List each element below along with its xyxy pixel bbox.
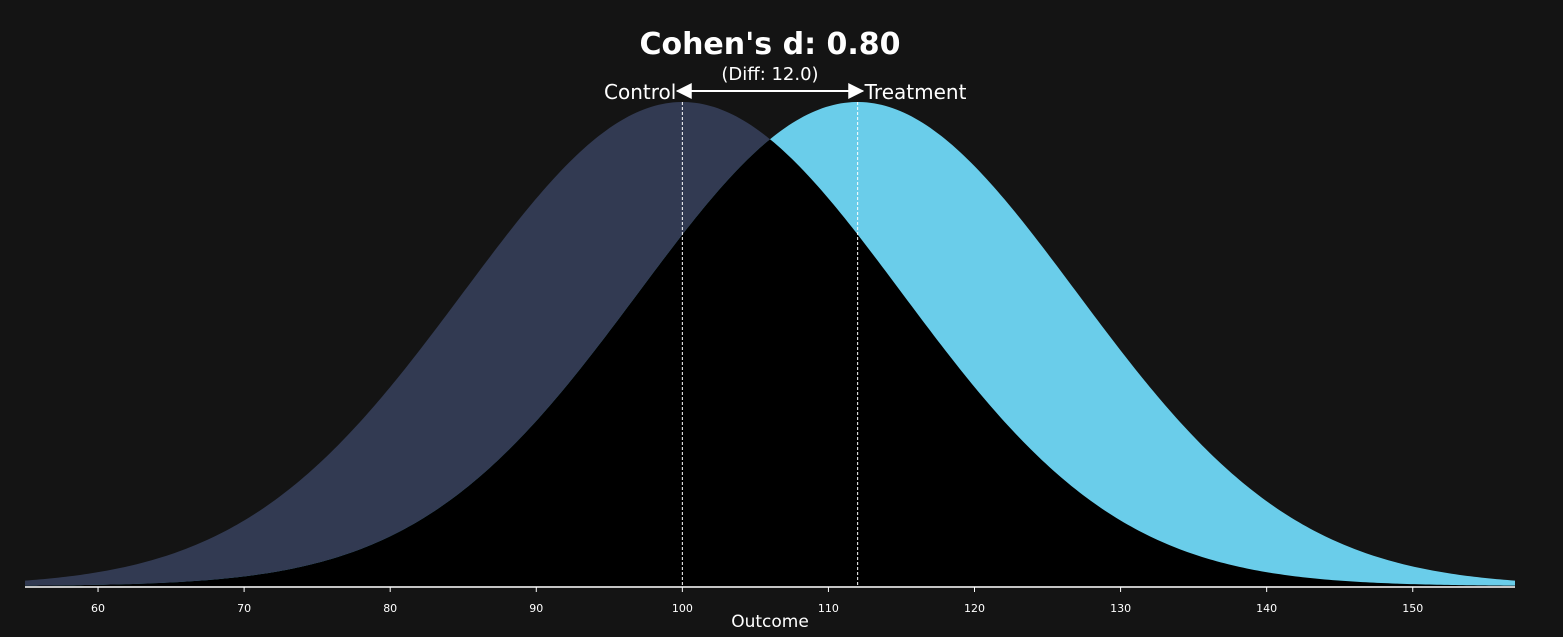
treatment-label: Treatment (864, 80, 967, 104)
chart-subtitle: (Diff: 12.0) (721, 64, 818, 85)
x-tick-label: 150 (1402, 602, 1423, 615)
x-tick-label: 140 (1256, 602, 1277, 615)
chart-title: Cohen's d: 0.80 (639, 27, 900, 62)
x-axis: 60 70 80 90 100 110 120 130 140 150 (25, 586, 1515, 615)
x-tick-label: 130 (1110, 602, 1131, 615)
control-label: Control (604, 80, 676, 104)
x-tick-label: 70 (237, 602, 251, 615)
x-tick-label: 110 (818, 602, 839, 615)
overlap-area (25, 139, 1515, 586)
x-tick-label: 60 (91, 602, 105, 615)
x-axis-label: Outcome (731, 612, 809, 632)
x-tick-label: 90 (529, 602, 543, 615)
density-areas (25, 102, 1515, 587)
x-axis-ticks: 60 70 80 90 100 110 120 130 140 150 (91, 587, 1423, 615)
x-tick-label: 120 (964, 602, 985, 615)
x-tick-label: 80 (383, 602, 397, 615)
mean-lines (681, 102, 859, 586)
x-tick-label: 100 (672, 602, 693, 615)
